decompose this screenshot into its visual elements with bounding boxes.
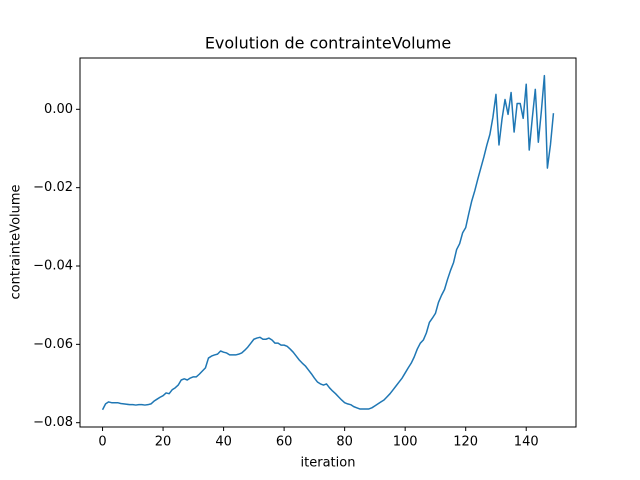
x-tick-label: 100 bbox=[393, 435, 418, 450]
y-tick-label: −0.08 bbox=[33, 415, 73, 430]
y-tick-label: 0.00 bbox=[44, 102, 73, 117]
x-tick-label: 0 bbox=[98, 435, 106, 450]
x-tick-label: 20 bbox=[155, 435, 172, 450]
x-tick-label: 120 bbox=[453, 435, 478, 450]
x-tick-label: 140 bbox=[514, 435, 539, 450]
x-tick-label: 40 bbox=[215, 435, 232, 450]
y-tick-label: −0.02 bbox=[33, 180, 73, 195]
y-axis-label: contrainteVolume bbox=[9, 184, 24, 299]
x-tick-label: 80 bbox=[336, 435, 353, 450]
y-tick-label: −0.04 bbox=[33, 259, 73, 274]
axes-frame bbox=[79, 57, 577, 428]
chart-title: Evolution de contrainteVolume bbox=[205, 34, 451, 53]
x-axis-label: iteration bbox=[301, 456, 356, 471]
x-tick-label: 60 bbox=[276, 435, 293, 450]
y-tick-label: −0.06 bbox=[33, 337, 73, 352]
data-line bbox=[101, 74, 555, 411]
